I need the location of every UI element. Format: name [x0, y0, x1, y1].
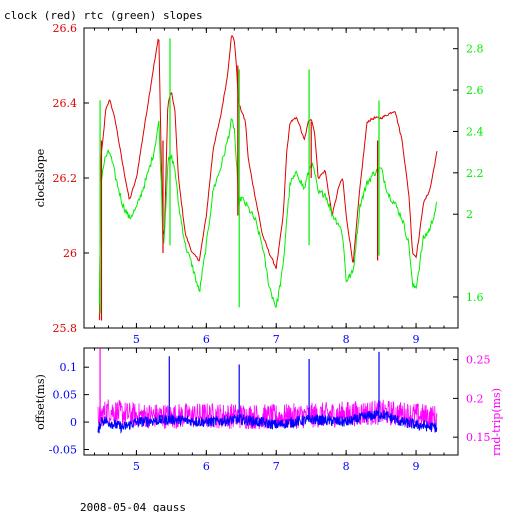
- bottom-y2-axis-label: rnd-trip(ms): [490, 388, 503, 456]
- y-right-tick-label: 1.6: [466, 291, 484, 304]
- y-right-tick-label: 2.8: [466, 43, 484, 56]
- top-series-group: [98, 34, 438, 321]
- y-left-tick-label: 26.2: [53, 172, 78, 185]
- x-tick-label: 6: [203, 333, 210, 346]
- x-tick-label: 8: [343, 460, 350, 473]
- y-right-tick-label: 0.15: [466, 431, 491, 444]
- top-ticks-group: 5 6 7 8 9 25.8 26 26.2 26.4 26.6 1.6 2 2.2 2.4 2.6 2.8: [53, 22, 484, 346]
- x-tick-label: 9: [413, 460, 420, 473]
- y-right-tick-label: 0.2: [466, 392, 484, 405]
- y-right-tick-label: 2.4: [466, 125, 484, 138]
- series-line-blue: [97, 409, 438, 435]
- y-right-tick-label: 0.25: [466, 354, 491, 367]
- x-tick-label: 7: [273, 460, 280, 473]
- bottom-series-group: [97, 348, 438, 435]
- chart-footer: 2008-05-04 gauss: [80, 501, 186, 512]
- chart-title: clock (red) rtc (green) slopes: [4, 9, 203, 22]
- x-tick-label: 5: [133, 460, 140, 473]
- x-tick-label: 8: [343, 333, 350, 346]
- y-right-tick-label: 2: [466, 208, 473, 221]
- bottom-plot-frame: [83, 347, 459, 456]
- series-line-green: [98, 118, 438, 308]
- y-left-tick-label: 0: [70, 416, 77, 429]
- bottom-y-axis-label: offset(ms): [34, 374, 47, 430]
- series-line-magenta: [97, 399, 438, 430]
- y-left-tick-label: 26.6: [53, 22, 78, 35]
- top-panel: 5 6 7 8 925.82626.226.426.61.622.22.42.62.8 …: [34, 22, 484, 346]
- y-left-tick-label: 25.8: [53, 322, 78, 335]
- y-right-tick-label: 2.2: [466, 167, 484, 180]
- bottom-ticks-group: 5 6 7 8 9 -0.05 0 0.05 0.1 0.15 0.2 0.25: [49, 348, 491, 473]
- y-left-tick-label: 0.05: [53, 389, 78, 402]
- top-y-axis-label: clockslope: [34, 149, 47, 207]
- y-right-tick-label: 2.6: [466, 84, 484, 97]
- y-left-tick-label: 0.1: [60, 361, 78, 374]
- x-tick-label: 5: [133, 333, 140, 346]
- x-tick-label: 6: [203, 460, 210, 473]
- bottom-panel: 5 6 7 8 9 -0.05 0 0.05 0.1 0.15 0.2 0.25 offset(ms)…: [34, 347, 503, 473]
- y-left-tick-label: -0.05: [49, 444, 77, 457]
- x-tick-label: 9: [413, 333, 420, 346]
- series-line-red: [98, 34, 438, 321]
- y-left-tick-label: 26.4: [53, 97, 78, 110]
- top-plot-frame: [83, 27, 459, 329]
- x-tick-label: 7: [273, 333, 280, 346]
- y-left-tick-label: 26: [63, 247, 77, 260]
